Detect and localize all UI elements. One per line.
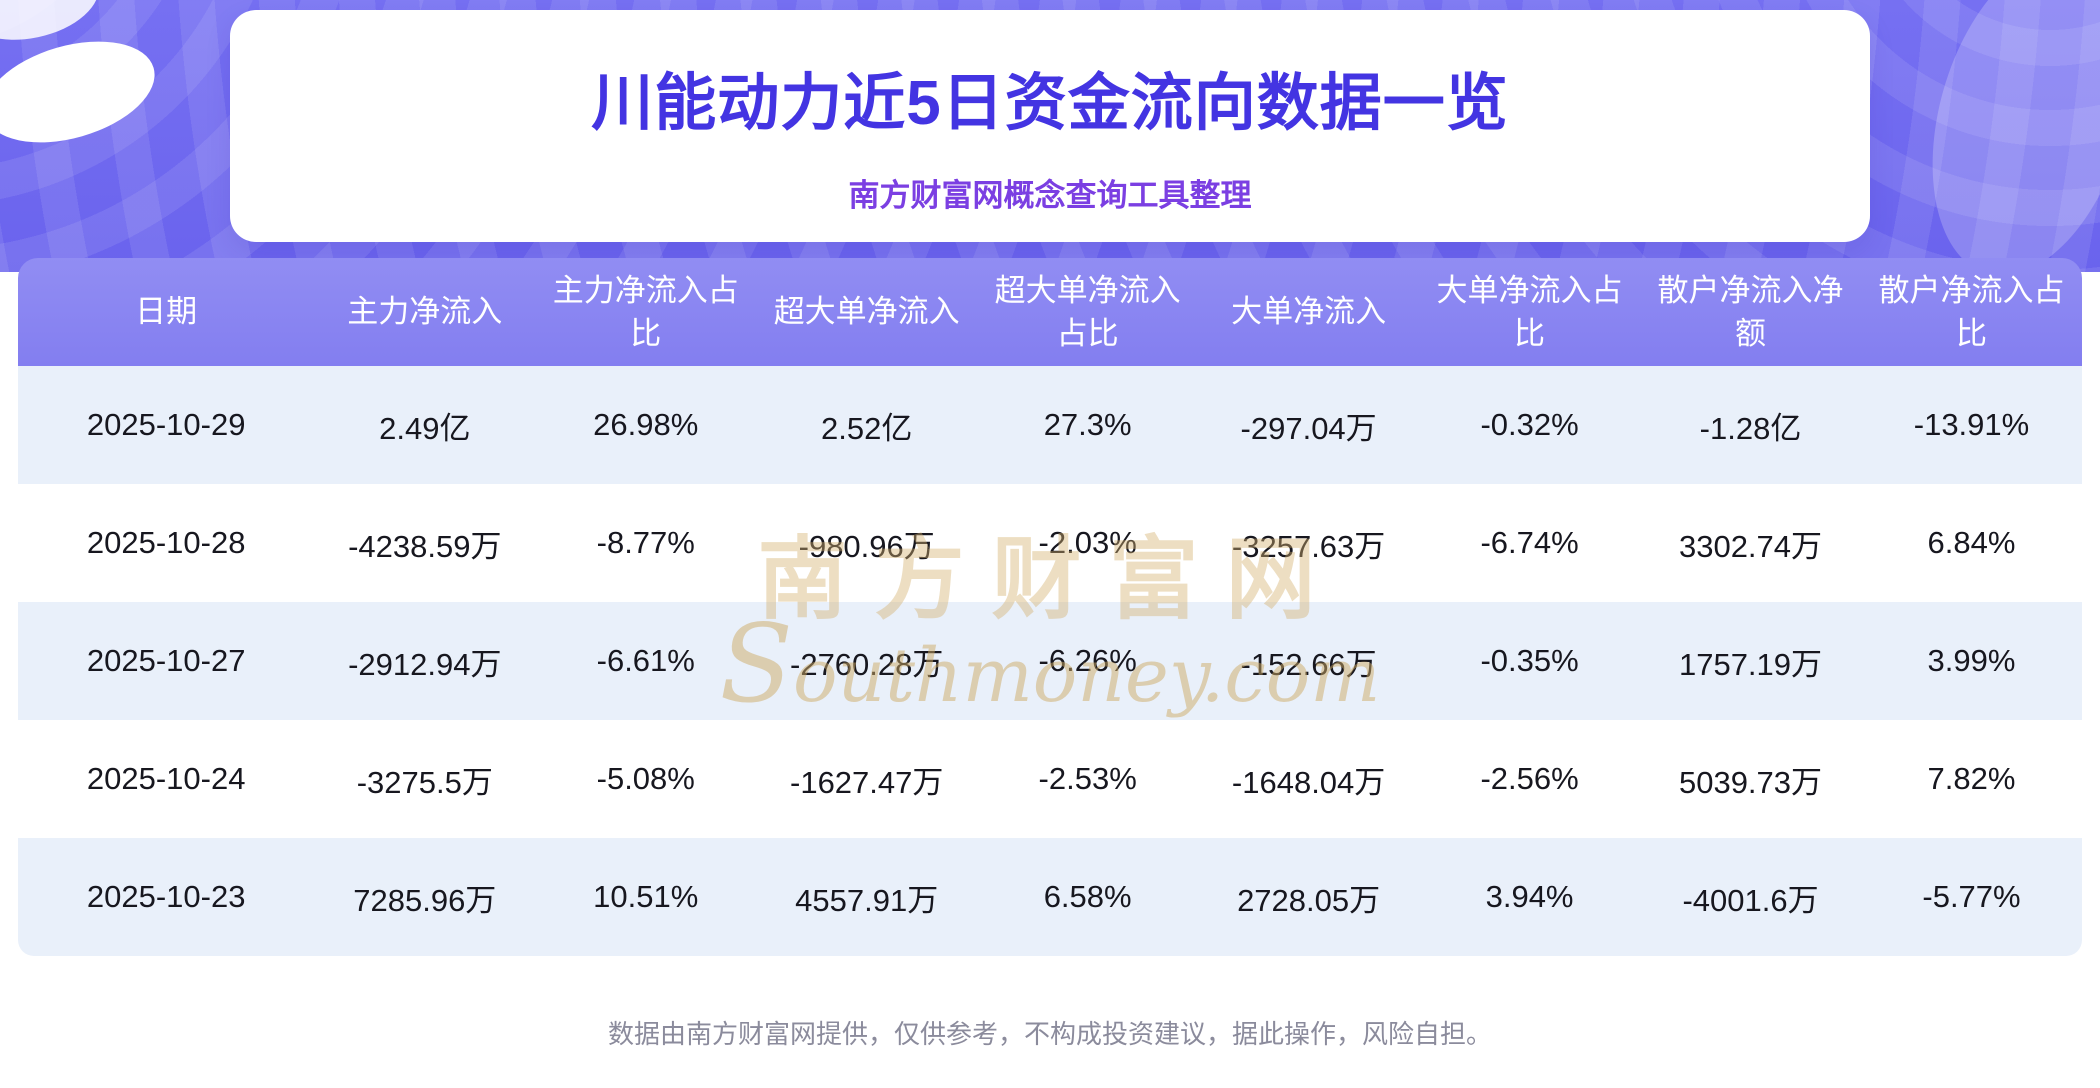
value-cell: -2.03% xyxy=(977,484,1199,602)
value-cell: -8.77% xyxy=(535,484,757,602)
value-cell: 6.84% xyxy=(1860,484,2082,602)
value-cell: 6.58% xyxy=(977,838,1199,956)
value-cell: -6.74% xyxy=(1419,484,1641,602)
column-header: 散户净流入占比 xyxy=(1860,258,2082,366)
date-cell: 2025-10-24 xyxy=(18,720,315,838)
banner: 川能动力近5日资金流向数据一览 南方财富网概念查询工具整理 xyxy=(0,0,2100,272)
value-cell: 2.49亿 xyxy=(314,366,536,484)
table-row: 2025-10-28 -4238.59万 -8.77% -980.96万 -2.03% -… xyxy=(18,484,2082,602)
column-header: 大单净流入 xyxy=(1198,258,1420,366)
fund-flow-table: 日期 主力净流入 主力净流入占比 超大单净流入 超大单净流入占比 大单净流入 大单净流入占比… xyxy=(18,258,2082,956)
value-cell: 4557.91万 xyxy=(756,838,978,956)
value-cell: -1.28亿 xyxy=(1640,366,1861,484)
decor-blob-right xyxy=(1898,0,2100,272)
table-row: 2025-10-24 -3275.5万 -5.08% -1627.47万 -2.53% -… xyxy=(18,720,2082,838)
value-cell: 7.82% xyxy=(1860,720,2082,838)
value-cell: -980.96万 xyxy=(756,484,978,602)
value-cell: -6.26% xyxy=(977,602,1199,720)
column-header: 散户净流入净额 xyxy=(1640,258,1861,366)
value-cell: 2.52亿 xyxy=(756,366,978,484)
value-cell: -297.04万 xyxy=(1198,366,1420,484)
value-cell: 26.98% xyxy=(535,366,757,484)
date-cell: 2025-10-27 xyxy=(18,602,315,720)
value-cell: -4238.59万 xyxy=(314,484,536,602)
value-cell: 27.3% xyxy=(977,366,1199,484)
value-cell: 2728.05万 xyxy=(1198,838,1420,956)
value-cell: -2.53% xyxy=(977,720,1199,838)
value-cell: -2760.28万 xyxy=(756,602,978,720)
header-row: 日期 主力净流入 主力净流入占比 超大单净流入 超大单净流入占比 大单净流入 大单净流入占比… xyxy=(18,258,2082,366)
value-cell: -13.91% xyxy=(1860,366,2082,484)
fund-flow-table-container: 日期 主力净流入 主力净流入占比 超大单净流入 超大单净流入占比 大单净流入 大单净流入占比… xyxy=(18,258,2082,956)
value-cell: -4001.6万 xyxy=(1640,838,1861,956)
decor-ellipse-left xyxy=(0,23,167,161)
value-cell: -0.32% xyxy=(1419,366,1641,484)
value-cell: -152.66万 xyxy=(1198,602,1420,720)
value-cell: 3.94% xyxy=(1419,838,1641,956)
value-cell: -6.61% xyxy=(535,602,757,720)
date-cell: 2025-10-29 xyxy=(18,366,315,484)
value-cell: 3.99% xyxy=(1860,602,2082,720)
column-header: 超大单净流入 xyxy=(756,258,978,366)
column-header: 大单净流入占比 xyxy=(1419,258,1641,366)
table-row: 2025-10-29 2.49亿 26.98% 2.52亿 27.3% -297.04万 -… xyxy=(18,366,2082,484)
table-row: 2025-10-27 -2912.94万 -6.61% -2760.28万 -6.26%… xyxy=(18,602,2082,720)
value-cell: -5.08% xyxy=(535,720,757,838)
value-cell: 5039.73万 xyxy=(1640,720,1861,838)
page: 川能动力近5日资金流向数据一览 南方财富网概念查询工具整理 日期 主力净流入 主力净… xyxy=(0,0,2100,1049)
value-cell: 10.51% xyxy=(535,838,757,956)
value-cell: 7285.96万 xyxy=(314,838,536,956)
value-cell: -2912.94万 xyxy=(314,602,536,720)
value-cell: -1648.04万 xyxy=(1198,720,1420,838)
value-cell: 3302.74万 xyxy=(1640,484,1861,602)
value-cell: -1627.47万 xyxy=(756,720,978,838)
page-title: 川能动力近5日资金流向数据一览 xyxy=(591,69,1509,138)
value-cell: 1757.19万 xyxy=(1640,602,1861,720)
date-cell: 2025-10-23 xyxy=(18,838,315,956)
date-cell: 2025-10-28 xyxy=(18,484,315,602)
value-cell: -2.56% xyxy=(1419,720,1641,838)
title-card: 川能动力近5日资金流向数据一览 南方财富网概念查询工具整理 xyxy=(230,10,1870,242)
page-subtitle: 南方财富网概念查询工具整理 xyxy=(848,178,1252,213)
column-header: 超大单净流入占比 xyxy=(977,258,1199,366)
column-header: 日期 xyxy=(18,258,315,366)
value-cell: -5.77% xyxy=(1860,838,2082,956)
table-row: 2025-10-23 7285.96万 10.51% 4557.91万 6.58% 272… xyxy=(18,838,2082,956)
footer-disclaimer: 数据由南方财富网提供，仅供参考，不构成投资建议，据此操作，风险自担。 xyxy=(607,1019,1492,1049)
value-cell: -3257.63万 xyxy=(1198,484,1420,602)
column-header: 主力净流入 xyxy=(314,258,536,366)
value-cell: -3275.5万 xyxy=(314,720,536,838)
value-cell: -0.35% xyxy=(1419,602,1641,720)
column-header: 主力净流入占比 xyxy=(535,258,757,366)
